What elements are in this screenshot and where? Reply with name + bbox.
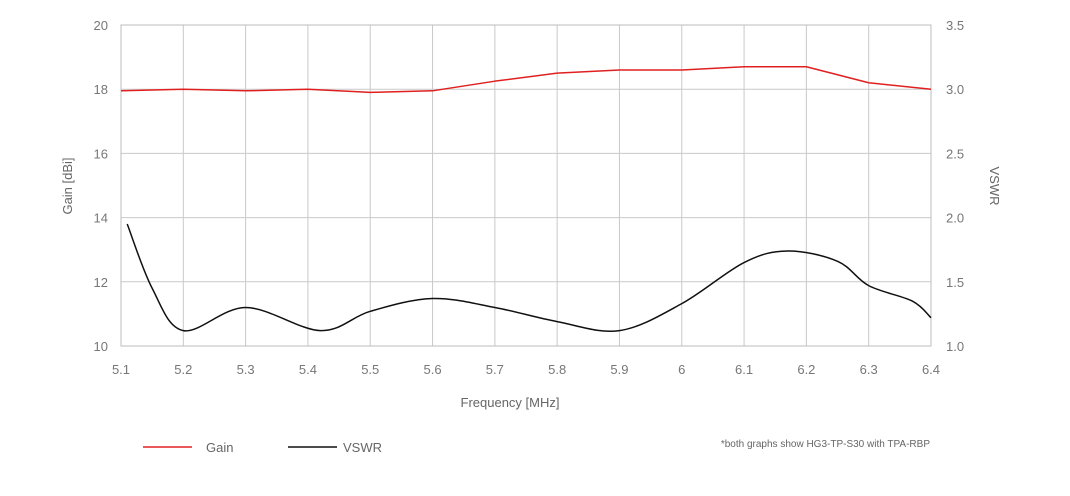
- x-tick-label: 5.5: [361, 362, 379, 377]
- legend-label-gain: Gain: [206, 440, 233, 455]
- x-tick-label: 5.9: [610, 362, 628, 377]
- plot-frame: [120, 24, 932, 347]
- x-tick-label: 5.4: [299, 362, 317, 377]
- series-line-vswr: [126, 223, 932, 332]
- x-tick-label: 5.7: [486, 362, 504, 377]
- series-line-gain: [120, 65, 932, 94]
- y-tick-label: 16: [94, 146, 108, 161]
- x-tick-label: 6.3: [860, 362, 878, 377]
- series-layer: [120, 65, 932, 332]
- y2-tick-label: 3.5: [946, 18, 964, 33]
- x-tick-label: 6.1: [735, 362, 753, 377]
- legend: Gain VSWR: [143, 440, 382, 455]
- y-tick-label: 14: [94, 211, 108, 226]
- y-tick-label: 10: [94, 339, 108, 354]
- x-tick-label: 6.2: [797, 362, 815, 377]
- y-axis-title: Gain [dBi]: [60, 157, 75, 214]
- x-axis-ticks: 5.1 5.2 5.3 5.4 5.5 5.6 5.7 5.8 5.9 6 6.1 6.2 6.3 6.4: [112, 362, 940, 377]
- x-tick-label: 5.3: [237, 362, 255, 377]
- y2-axis-ticks: 3.5 3.0 2.5 2.0 1.5 1.0: [946, 18, 964, 354]
- y-tick-label: 12: [94, 275, 108, 290]
- y2-tick-label: 1.0: [946, 339, 964, 354]
- footnote: *both graphs show HG3-TP-S30 with TPA-RB…: [721, 439, 930, 450]
- grid: [120, 24, 932, 347]
- y2-axis-title: VSWR: [987, 167, 1002, 206]
- x-tick-label: 5.2: [174, 362, 192, 377]
- y2-tick-label: 3.0: [946, 82, 964, 97]
- x-tick-label: 5.6: [423, 362, 441, 377]
- legend-label-vswr: VSWR: [343, 440, 382, 455]
- x-tick-label: 5.1: [112, 362, 130, 377]
- x-tick-label: 6: [678, 362, 685, 377]
- x-tick-label: 6.4: [922, 362, 940, 377]
- y2-tick-label: 1.5: [946, 275, 964, 290]
- y-axis-ticks: 20 18 16 14 12 10: [94, 18, 108, 354]
- y2-tick-label: 2.5: [946, 146, 964, 161]
- y-tick-label: 18: [94, 82, 108, 97]
- x-axis-title: Frequency [MHz]: [461, 395, 560, 410]
- y-tick-label: 20: [94, 18, 108, 33]
- y2-tick-label: 2.0: [946, 211, 964, 226]
- x-tick-label: 5.8: [548, 362, 566, 377]
